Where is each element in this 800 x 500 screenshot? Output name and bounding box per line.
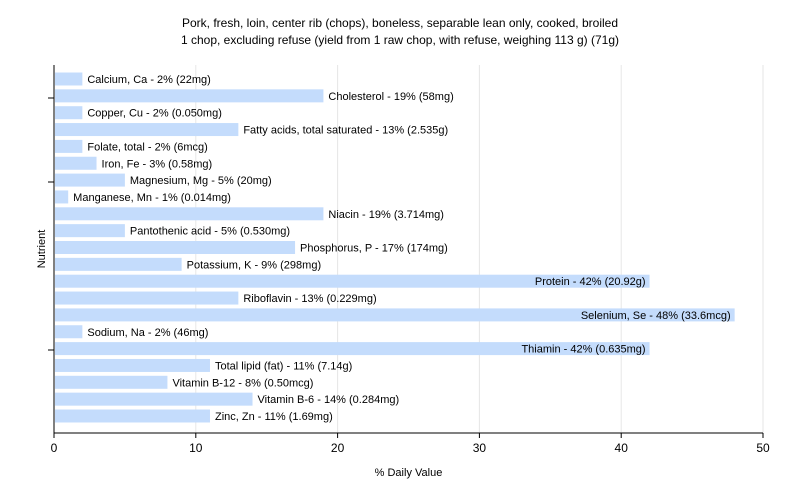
bar-label: Phosphorus, P - 17% (174mg) (300, 243, 448, 255)
bar-label: Calcium, Ca - 2% (22mg) (87, 74, 210, 86)
bar (55, 308, 735, 322)
bar (55, 392, 253, 406)
chart-title-block: Pork, fresh, loin, center rib (chops), b… (0, 15, 800, 49)
bar-label: Potassium, K - 9% (298mg) (187, 259, 322, 271)
x-tick-label: 30 (473, 441, 487, 455)
bar-label: Copper, Cu - 2% (0.050mg) (87, 108, 222, 120)
bar (55, 274, 650, 288)
bar-label: Folate, total - 2% (6mcg) (87, 141, 207, 153)
bar (55, 173, 125, 187)
chart-title: Pork, fresh, loin, center rib (chops), b… (181, 16, 618, 30)
bar (55, 375, 168, 389)
bar (55, 190, 69, 204)
x-tick-label: 50 (756, 441, 770, 455)
bar (55, 72, 83, 86)
bar (55, 409, 210, 423)
bar (55, 106, 83, 120)
bar (55, 241, 296, 254)
x-tick-label: 40 (615, 441, 629, 455)
bar (55, 257, 182, 271)
bar (55, 325, 83, 339)
bar-label: Total lipid (fat) - 11% (7.14g) (215, 360, 352, 372)
bar-label: Iron, Fe - 3% (0.58mg) (102, 158, 213, 170)
x-tick-label: 0 (51, 441, 58, 455)
x-tick-label: 10 (189, 441, 203, 455)
bar-label: Selenium, Se - 48% (33.6mcg) (581, 310, 731, 322)
bar-label: Niacin - 19% (3.714mg) (328, 209, 444, 221)
bar-label: Sodium, Na - 2% (46mg) (87, 327, 208, 339)
bar-label: Vitamin B-12 - 8% (0.50mcg) (172, 377, 313, 389)
bar (55, 358, 210, 372)
bar-label: Zinc, Zn - 11% (1.69mg) (215, 411, 333, 423)
bar-label: Vitamin B-6 - 14% (0.284mg) (258, 394, 400, 406)
bar (55, 291, 239, 305)
bar-label: Thiamin - 42% (0.635mg) (521, 344, 645, 356)
x-tick-label: 20 (331, 441, 345, 455)
bar-label: Fatty acids, total saturated - 13% (2.53… (243, 125, 448, 137)
chart-subtitle: 1 chop, excluding refuse (yield from 1 r… (180, 33, 619, 47)
y-axis-label: Nutrient (36, 230, 48, 269)
x-axis-label: % Daily Value (375, 467, 443, 479)
bar (55, 139, 83, 153)
bar-label: Manganese, Mn - 1% (0.014mg) (73, 192, 231, 204)
bar (55, 207, 324, 221)
bar (55, 156, 97, 170)
bar-label: Protein - 42% (20.92g) (535, 276, 646, 288)
bar-label: Cholesterol - 19% (58mg) (328, 91, 453, 103)
bar-label: Riboflavin - 13% (0.229mg) (243, 293, 376, 305)
bar (55, 224, 125, 238)
bar (55, 123, 239, 137)
bar (55, 342, 650, 356)
bar-label: Pantothenic acid - 5% (0.530mg) (130, 226, 290, 238)
bar-label: Magnesium, Mg - 5% (20mg) (130, 175, 272, 187)
bar (55, 89, 324, 103)
